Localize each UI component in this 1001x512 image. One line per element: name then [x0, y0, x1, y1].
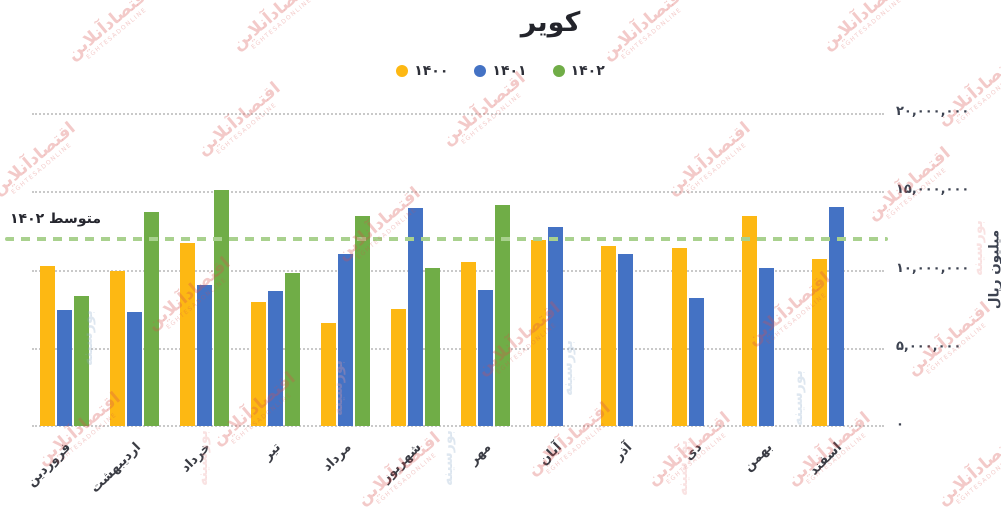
legend: ۱۴۰۰ ۱۴۰۱ ۱۴۰۲: [0, 63, 1001, 79]
legend-item-1400[interactable]: ۱۴۰۰: [396, 63, 448, 79]
bar-۱۴۰۱-دی[interactable]: [688, 298, 704, 426]
y-tick-20m: ۲۰,۰۰۰,۰۰۰: [896, 104, 970, 119]
legend-label-1402: ۱۴۰۲: [570, 63, 605, 79]
bar-۱۴۰۱-تیر[interactable]: [267, 291, 283, 426]
y-axis-title-wrap: میلیون ریال: [984, 225, 1001, 315]
bar-group-تیر: [249, 113, 300, 426]
gridline-0: [32, 425, 884, 427]
bar-group-اردیبهشت: [108, 113, 160, 426]
bar-۱۴۰۱-اسفند[interactable]: [828, 207, 844, 426]
bar-۱۴۰۰-اسفند[interactable]: [811, 259, 827, 426]
legend-dot-1400-icon: [396, 65, 409, 77]
legend-dot-1401-icon: [474, 65, 487, 77]
bar-۱۴۰۰-بهمن[interactable]: [741, 216, 757, 426]
average-line: [5, 237, 888, 241]
bar-۱۴۰۰-آذر[interactable]: [601, 246, 617, 426]
legend-label-1400: ۱۴۰۰: [414, 63, 449, 79]
bar-۱۴۰۱-مهر[interactable]: [478, 290, 493, 426]
bar-۱۴۰۱-آبان[interactable]: [548, 227, 564, 426]
bar-۱۴۰۲-شهریور[interactable]: [424, 268, 440, 426]
bar-۱۴۰۱-بهمن[interactable]: [758, 268, 774, 426]
x-axis-label-شهریور: شهریور: [378, 440, 425, 486]
bar-۱۴۰۱-خرداد[interactable]: [197, 285, 213, 426]
legend-label-1401: ۱۴۰۱: [492, 63, 527, 79]
bar-۱۴۰۱-اردیبهشت[interactable]: [127, 312, 143, 426]
bar-۱۴۰۰-اردیبهشت[interactable]: [110, 271, 126, 426]
bar-۱۴۰۲-تیر[interactable]: [284, 273, 300, 426]
bar-group-خرداد: [178, 113, 230, 426]
bar-۱۴۰۰-آبان[interactable]: [531, 240, 547, 426]
bar-۱۴۰۲-خرداد[interactable]: [214, 190, 230, 426]
bar-۱۴۰۰-مرداد[interactable]: [320, 323, 336, 426]
x-axis-label-فروردین: فروردین: [23, 440, 74, 490]
bar-۱۴۰۰-دی[interactable]: [671, 248, 687, 426]
x-axis-label-اردیبهشت: اردیبهشت: [87, 440, 144, 497]
y-tick-15m: ۱۵,۰۰۰,۰۰۰: [896, 182, 970, 197]
x-axis: فروردین اردیبهشت خرداد تیر مرداد شهریور مهر آبا…: [24, 440, 880, 512]
bar-group-آبان: [529, 113, 564, 426]
bar-۱۴۰۰-شهریور[interactable]: [390, 309, 406, 426]
x-axis-label-مهر: مهر: [466, 440, 495, 469]
x-axis-label-آذر: آذر: [611, 440, 635, 464]
y-tick-5m: ۵,۰۰۰,۰۰۰: [896, 339, 962, 354]
chart-title: کویر: [520, 7, 581, 38]
bar-۱۴۰۲-فروردین[interactable]: [74, 296, 89, 426]
average-line-label: متوسط ۱۴۰۲: [10, 211, 101, 227]
y-axis-title: میلیون ریال: [986, 229, 1001, 310]
legend-item-1401[interactable]: ۱۴۰۱: [474, 63, 527, 79]
x-axis-label-خرداد: خرداد: [178, 440, 214, 476]
x-axis-label-اسفند: اسفند: [806, 440, 846, 479]
bar-group-آذر: [599, 113, 634, 426]
y-tick-10m: ۱۰,۰۰۰,۰۰۰: [896, 261, 970, 276]
bar-۱۴۰۱-مرداد[interactable]: [337, 254, 353, 426]
gridline-10m: [32, 269, 884, 272]
bar-۱۴۰۱-شهریور[interactable]: [407, 208, 423, 426]
x-axis-label-آبان: آبان: [536, 440, 565, 469]
bar-۱۴۰۰-خرداد[interactable]: [180, 243, 196, 426]
plot-area: [32, 113, 884, 427]
bar-group-فروردین: [38, 113, 89, 426]
x-axis-label-بهمن: بهمن: [740, 440, 776, 475]
legend-item-1402[interactable]: ۱۴۰۲: [552, 63, 605, 79]
bar-group-دی: [670, 113, 704, 426]
y-tick-0: ۰: [896, 417, 904, 432]
x-axis-label-مرداد: مرداد: [319, 440, 355, 475]
x-axis-label-دی: دی: [681, 440, 706, 464]
bar-۱۴۰۰-مهر[interactable]: [461, 262, 476, 426]
bar-group-مهر: [459, 113, 510, 426]
bar-۱۴۰۱-فروردین[interactable]: [57, 310, 72, 426]
y-axis: ۲۰,۰۰۰,۰۰۰ ۱۵,۰۰۰,۰۰۰ ۱۰,۰۰۰,۰۰۰ ۵,۰۰۰,۰…: [896, 0, 982, 512]
gridline-20m: [32, 113, 884, 115]
bar-۱۴۰۰-فروردین[interactable]: [40, 266, 55, 426]
gridline-5m: [32, 347, 884, 350]
bar-۱۴۰۱-آذر[interactable]: [618, 254, 634, 426]
bar-group-بهمن: [740, 113, 774, 426]
bar-۱۴۰۲-مرداد[interactable]: [354, 216, 370, 426]
x-axis-label-تیر: تیر: [260, 440, 285, 464]
bar-group-شهریور: [389, 113, 440, 426]
bar-group-اسفند: [810, 113, 844, 426]
legend-dot-1402-icon: [552, 65, 565, 77]
bar-۱۴۰۰-تیر[interactable]: [250, 302, 266, 426]
bar-group-مرداد: [319, 113, 370, 426]
bar-۱۴۰۲-مهر[interactable]: [495, 205, 510, 426]
bar-۱۴۰۲-اردیبهشت[interactable]: [144, 212, 160, 426]
gridline-15m: [32, 191, 884, 194]
